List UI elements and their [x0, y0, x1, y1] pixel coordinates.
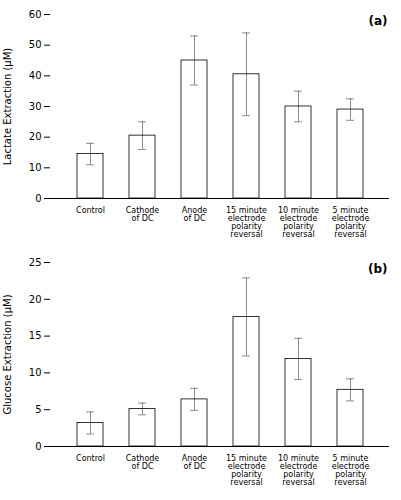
svg-text:25: 25 [29, 257, 42, 268]
svg-text:15: 15 [29, 330, 42, 341]
svg-text:Cathodeof DC: Cathodeof DC [126, 454, 160, 471]
svg-text:40: 40 [29, 70, 42, 81]
svg-text:Cathodeof DC: Cathodeof DC [126, 206, 160, 223]
svg-text:5 minuteelectrodepolarityrever: 5 minuteelectrodepolarityreversal [332, 454, 370, 487]
svg-text:60: 60 [29, 9, 42, 20]
svg-text:Control: Control [76, 206, 105, 215]
svg-text:0: 0 [35, 193, 41, 204]
svg-text:(b): (b) [368, 262, 388, 276]
svg-text:10: 10 [29, 162, 42, 173]
svg-text:20: 20 [29, 131, 42, 142]
svg-text:0: 0 [35, 441, 41, 452]
svg-text:5: 5 [35, 404, 41, 415]
svg-text:10 minuteelectrodepolarityreve: 10 minuteelectrodepolarityreversal [278, 206, 319, 239]
svg-text:Anodeof DC: Anodeof DC [182, 206, 208, 223]
svg-text:Control: Control [76, 454, 105, 463]
svg-text:15 minuteelectrodepolarityreve: 15 minuteelectrodepolarityreversal [226, 454, 267, 487]
svg-text:10: 10 [29, 367, 42, 378]
svg-text:20: 20 [29, 294, 42, 305]
svg-text:Lactate Extraction (μM): Lactate Extraction (μM) [2, 48, 13, 166]
svg-text:10 minuteelectrodepolarityreve: 10 minuteelectrodepolarityreversal [278, 454, 319, 487]
svg-text:Anodeof DC: Anodeof DC [182, 454, 208, 471]
svg-text:15 minuteelectrodepolarityreve: 15 minuteelectrodepolarityreversal [226, 206, 267, 239]
svg-text:50: 50 [29, 39, 42, 50]
svg-text:(a): (a) [368, 14, 387, 28]
svg-text:30: 30 [29, 101, 42, 112]
svg-text:5 minuteelectrodepolarityrever: 5 minuteelectrodepolarityreversal [332, 206, 370, 239]
svg-text:Glucose Extraction (μM): Glucose Extraction (μM) [2, 294, 13, 414]
